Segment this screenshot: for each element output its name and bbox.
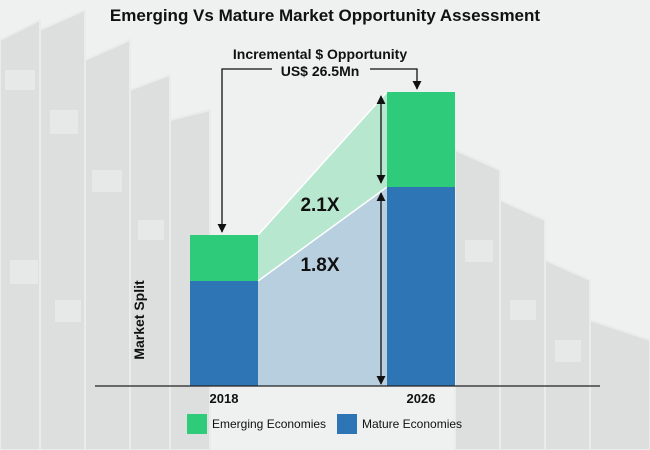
band-mature-growth: [258, 187, 387, 386]
legend-label-emerging: Emerging Economies: [212, 417, 327, 431]
legend-swatch-mature: [337, 414, 357, 434]
opportunity-arrow-right: [370, 68, 422, 90]
bar-mature-2018: [190, 281, 258, 386]
opportunity-title: Incremental $ Opportunity: [233, 46, 407, 62]
legend-item-mature: Mature Economies: [337, 414, 462, 434]
bar-emerging-2018: [190, 235, 258, 281]
chart-title: Emerging Vs Mature Market Opportunity As…: [109, 6, 541, 25]
bar-mature-2026: [387, 187, 455, 386]
mature-multiplier-label: 1.8X: [300, 255, 339, 276]
x-tick-label-2018: 2018: [210, 391, 239, 406]
opportunity-arrow-left: [217, 68, 272, 233]
x-tick-label-2026: 2026: [407, 391, 436, 406]
emerging-multiplier-label: 2.1X: [300, 195, 339, 216]
legend-label-mature: Mature Economies: [362, 417, 463, 431]
bar-emerging-2026: [387, 92, 455, 187]
legend-swatch-emerging: [187, 414, 207, 434]
band-edge-top: [257, 91, 388, 236]
y-axis-label: Market Split: [131, 280, 147, 360]
band-edge-mid: [257, 186, 388, 282]
legend-item-emerging: Emerging Economies: [187, 414, 326, 434]
opportunity-value: US$ 26.5Mn: [281, 63, 360, 79]
band-emerging-growth: [258, 92, 387, 281]
